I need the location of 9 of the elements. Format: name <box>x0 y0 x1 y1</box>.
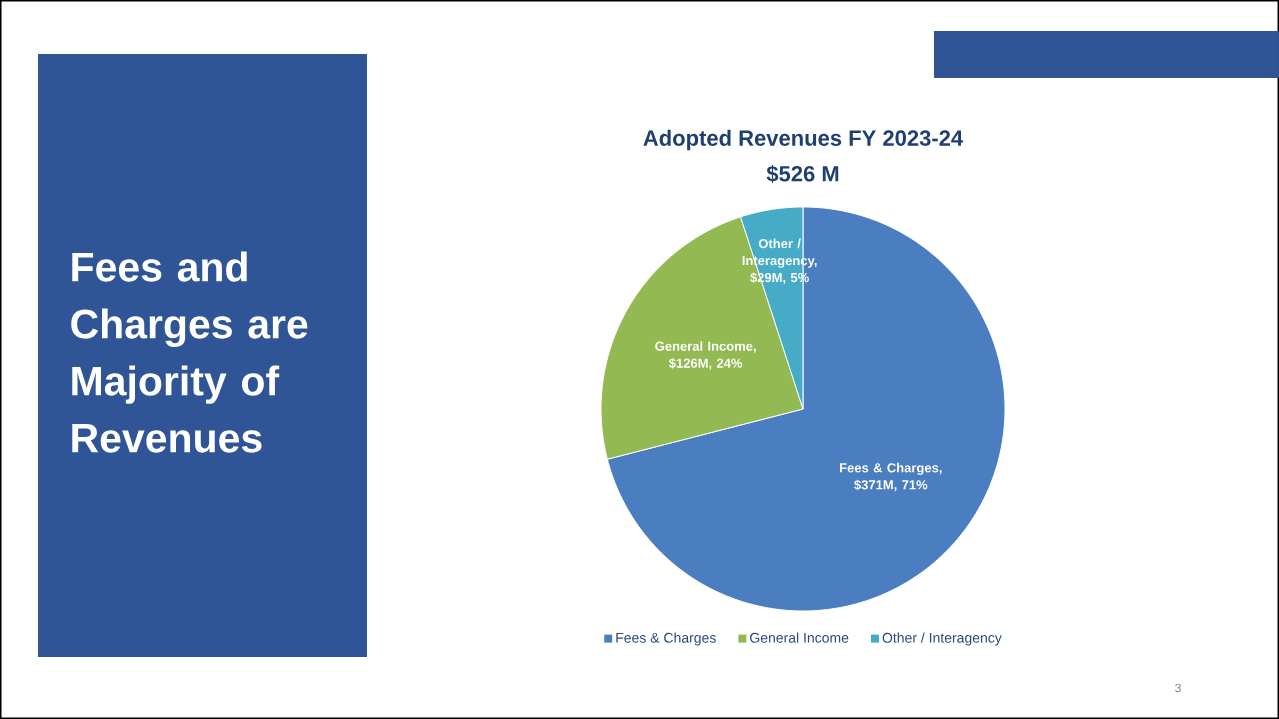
text: Fees and Charges are Majority of Revenues <box>71 251 308 453</box>
chart-title: Adopted Revenues FY 2023-24 <box>643 129 964 151</box>
legend-label: Other / Interagency <box>882 632 1002 646</box>
chart-subtitle: $526 M <box>766 165 839 183</box>
text: 3 <box>1175 683 1181 693</box>
legend-label: Fees & Charges <box>616 632 716 646</box>
data-label: Fees & Charges, $371M, 71% <box>840 462 942 492</box>
legend-label: General Income <box>750 632 849 643</box>
data-label: General Income, $126M, 24% <box>655 341 756 370</box>
